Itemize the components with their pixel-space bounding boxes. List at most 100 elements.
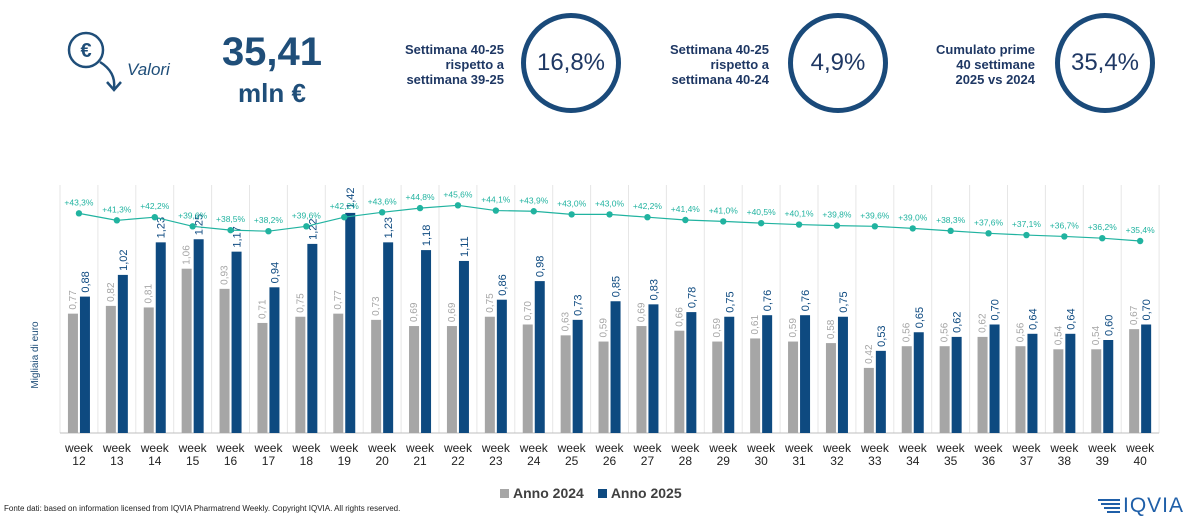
bar-2025-label: 0,98 [535, 256, 547, 277]
x-tick-label: week 39 [1087, 441, 1117, 468]
unit-label: Valori [127, 60, 170, 79]
x-tick-label: week 38 [1049, 441, 1079, 468]
growth-point [833, 222, 841, 229]
bar-2025 [875, 350, 886, 433]
bar-2025-label: 0,60 [1103, 315, 1115, 336]
bar-2025 [1103, 340, 1114, 433]
bar-2025 [458, 260, 469, 433]
growth-point [871, 223, 879, 230]
growth-label: +43,6% [368, 196, 398, 206]
growth-point [492, 207, 500, 214]
bar-2024-label: 0,63 [561, 311, 572, 331]
bar-2024 [788, 341, 799, 433]
growth-point [985, 230, 992, 237]
kpi-3-description: Cumulato prime 40 settimane 2025 vs 2024 [905, 42, 1035, 87]
svg-text:€: € [80, 40, 91, 62]
growth-label: +36,2% [1088, 222, 1118, 232]
x-tick-label: week 12 [64, 441, 94, 468]
total-unit: mln € [238, 78, 306, 108]
bar-2025 [534, 281, 545, 433]
legend-label-2024: Anno 2024 [513, 485, 584, 501]
growth-label: +40,5% [747, 207, 777, 217]
x-tick-label: week 35 [936, 441, 966, 468]
x-tick-label: week 40 [1125, 441, 1155, 468]
growth-label: +37,6% [974, 217, 1004, 227]
growth-point [113, 217, 121, 224]
growth-point [454, 202, 462, 209]
growth-label: +41,0% [709, 205, 739, 215]
bar-2024-label: 0,59 [599, 318, 610, 338]
x-tick-label: week 31 [784, 441, 814, 468]
bar-2025 [800, 315, 811, 433]
kpi-1-description: Settimana 40-25 rispetto a settimana 39-… [380, 42, 504, 87]
growth-label: +38,5% [216, 214, 246, 224]
bar-2024 [750, 338, 761, 433]
growth-label: +39,6% [292, 210, 322, 220]
bar-2024 [977, 336, 988, 433]
x-tick-label: week 28 [670, 441, 700, 468]
bar-2025-label: 0,62 [952, 311, 964, 332]
bar-2025 [193, 239, 204, 433]
kpi-1-line-2: rispetto a [445, 57, 504, 72]
kpi-3-line-1: Cumulato prime [936, 42, 1035, 57]
euro-down-icon: € [64, 28, 124, 94]
source-note: Fonte dati: based on information license… [4, 504, 401, 513]
growth-label: +40,1% [785, 209, 815, 219]
bar-2025-label: 0,53 [876, 325, 888, 346]
growth-label: +39,6% [178, 210, 208, 220]
iqvia-logo-text: IQVIA [1123, 494, 1185, 517]
bar-2025-label: 1,42 [345, 187, 357, 208]
bar-2025-label: 1,25 [194, 214, 206, 235]
x-tick-label: week 16 [216, 441, 246, 468]
growth-point [75, 210, 83, 217]
bar-2024-label: 0,75 [295, 293, 306, 313]
bar-2024-label: 0,56 [902, 322, 913, 342]
bar-2024-label: 0,69 [447, 302, 458, 322]
bar-2025 [496, 299, 507, 433]
bar-2025 [1065, 333, 1076, 433]
x-tick-label: week 23 [481, 441, 511, 468]
bar-2024 [484, 316, 495, 433]
growth-point [189, 223, 196, 230]
kpi-2-description: Settimana 40-25 rispetto a settimana 40-… [645, 42, 769, 87]
bar-2024-label: 0,70 [523, 301, 534, 321]
bar-2025 [231, 251, 242, 433]
bar-2025 [686, 312, 697, 433]
growth-label: +36,7% [1050, 220, 1080, 230]
bar-2024 [712, 341, 723, 433]
bar-2024 [825, 343, 836, 433]
bar-2025-label: 0,65 [914, 307, 926, 328]
growth-label: +41,4% [671, 204, 701, 214]
growth-label: +42,2% [330, 201, 360, 211]
bar-2024-label: 0,69 [409, 302, 420, 322]
bar-2025 [345, 212, 356, 433]
bar-2024 [257, 322, 268, 433]
bar-2024 [181, 268, 192, 433]
x-tick-label: week 22 [443, 441, 473, 468]
bar-2025 [572, 319, 583, 433]
iqvia-logo-mark [1098, 499, 1120, 513]
bar-2025-label: 0,75 [724, 291, 736, 312]
bar-2025-label: 0,86 [497, 274, 509, 295]
bar-2025-label: 1,11 [459, 236, 471, 257]
legend-swatch-2024 [500, 488, 509, 498]
bar-2025 [155, 242, 166, 433]
growth-point [682, 216, 689, 224]
bar-2024 [143, 307, 154, 433]
bar-2025-label: 0,70 [990, 299, 1002, 320]
x-tick-label: week 17 [253, 441, 283, 468]
growth-point [568, 211, 575, 218]
bar-2025-label: 0,64 [1027, 308, 1039, 329]
growth-point [530, 208, 537, 215]
bar-2025 [1141, 324, 1152, 433]
bar-2024 [333, 313, 344, 433]
bar-2025 [1027, 333, 1038, 433]
bar-2025 [913, 332, 924, 433]
bar-2024-label: 0,82 [106, 282, 117, 302]
bar-2024 [446, 326, 457, 433]
x-tick-label: week 36 [974, 441, 1004, 468]
kpi-2-line-1: Settimana 40-25 [670, 42, 769, 57]
growth-label: +44,8% [406, 192, 436, 202]
x-tick-label: week 21 [405, 441, 435, 468]
bar-2025-label: 1,22 [307, 218, 319, 239]
